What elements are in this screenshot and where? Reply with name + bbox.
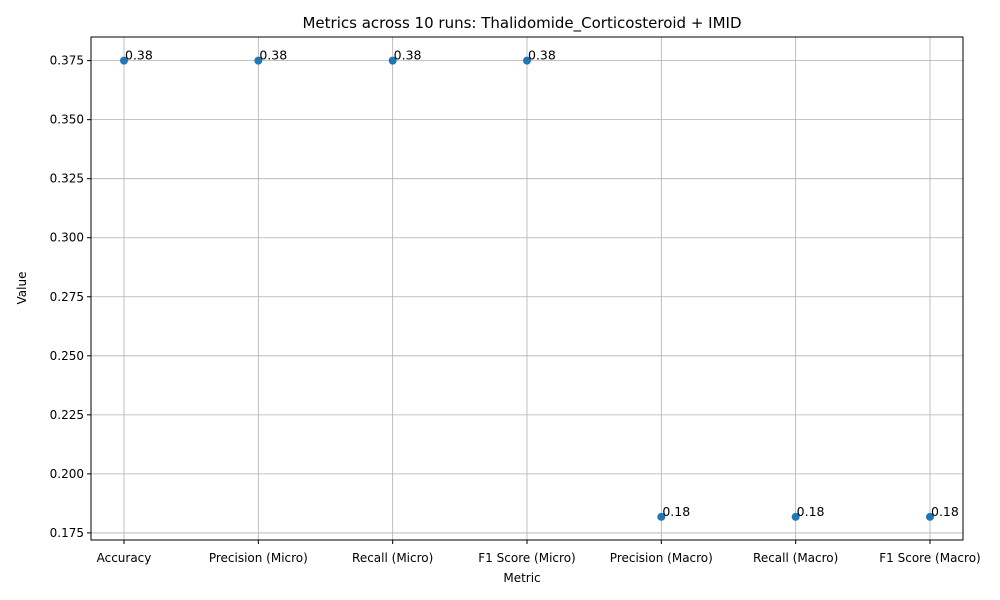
x-tick-label: F1 Score (Micro) <box>478 551 575 565</box>
data-label: 0.18 <box>662 504 690 519</box>
data-point <box>791 512 800 521</box>
y-tick-label: 0.325 <box>50 172 84 186</box>
y-tick-label: 0.175 <box>50 526 84 540</box>
x-axis-label: Metric <box>503 571 540 585</box>
x-tick-label: Precision (Macro) <box>610 551 713 565</box>
y-tick-label: 0.200 <box>50 467 84 481</box>
y-tick-label: 0.375 <box>50 54 84 68</box>
data-point <box>254 56 263 65</box>
data-label: 0.18 <box>797 504 825 519</box>
data-points <box>120 56 934 521</box>
y-axis-label: Value <box>15 272 29 305</box>
data-label: 0.38 <box>528 48 556 63</box>
x-tick-label: Recall (Macro) <box>753 551 838 565</box>
data-label: 0.38 <box>125 48 153 63</box>
chart-title: Metrics across 10 runs: Thalidomide_Cort… <box>302 14 741 33</box>
data-label: 0.38 <box>394 48 422 63</box>
data-point <box>657 512 666 521</box>
data-labels: 0.38 0.38 0.38 0.38 0.18 0.18 0.18 <box>125 48 959 519</box>
x-tick-label: Recall (Micro) <box>352 551 433 565</box>
y-tick-label: 0.225 <box>50 408 84 422</box>
y-tick-label: 0.275 <box>50 290 84 304</box>
x-tick-label: Precision (Micro) <box>209 551 308 565</box>
y-tick-label: 0.300 <box>50 231 84 245</box>
x-tick-label: Accuracy <box>97 551 152 565</box>
data-point <box>523 56 531 65</box>
data-point <box>120 56 128 65</box>
grid <box>91 37 963 540</box>
data-label: 0.18 <box>931 504 959 519</box>
x-tick-label: F1 Score (Macro) <box>879 551 980 565</box>
y-tick-label: 0.250 <box>50 349 84 363</box>
data-point <box>388 56 397 65</box>
y-tick-label: 0.350 <box>50 113 84 127</box>
data-point <box>926 512 934 521</box>
axis-ticks: Accuracy Precision (Micro) Recall (Micro) F… <box>50 54 981 565</box>
data-label: 0.38 <box>259 48 287 63</box>
